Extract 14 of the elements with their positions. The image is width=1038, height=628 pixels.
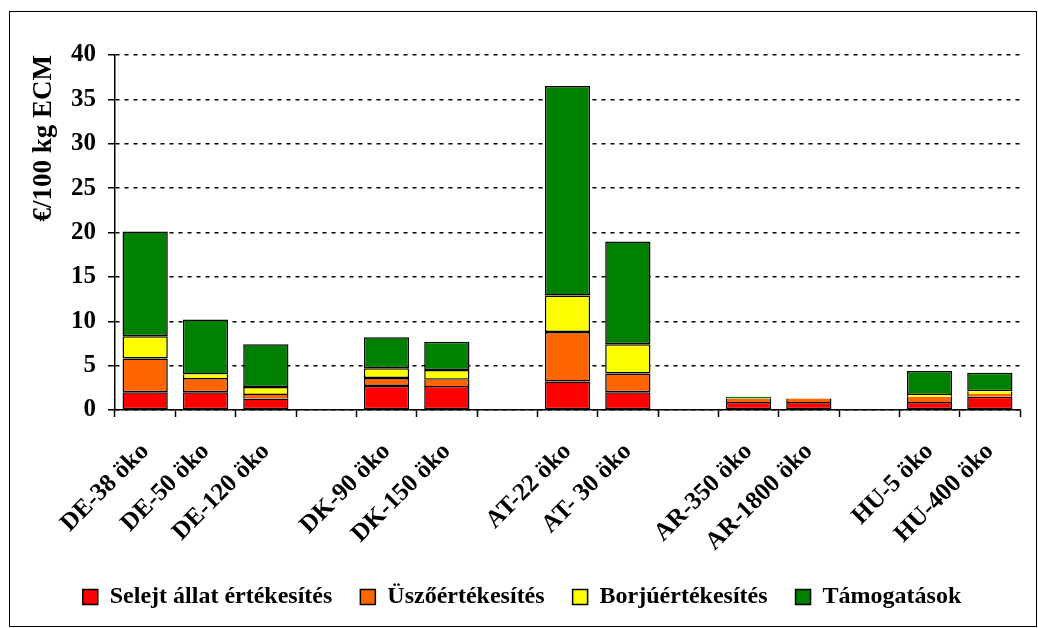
y-tick-label: 25 <box>71 172 96 200</box>
y-tick-label: 10 <box>71 305 96 333</box>
y-tick-label: 35 <box>71 83 96 111</box>
y-tick-label: 30 <box>71 128 96 156</box>
y-tick-label: 15 <box>71 261 96 289</box>
legend-label: Selejt állat értékesítés <box>109 582 333 609</box>
y-tick-label: 40 <box>71 39 96 67</box>
legend-label: Támogatások <box>822 582 962 609</box>
y-tick-label: 20 <box>71 216 96 244</box>
y-tick-label: 5 <box>83 350 96 378</box>
legend-label: Üszőértékesítés <box>387 582 545 609</box>
y-tick-label: 0 <box>83 394 96 422</box>
y-axis-title: €/100 kg ECM <box>27 55 58 222</box>
legend-label: Borjúértékesítés <box>599 582 768 609</box>
